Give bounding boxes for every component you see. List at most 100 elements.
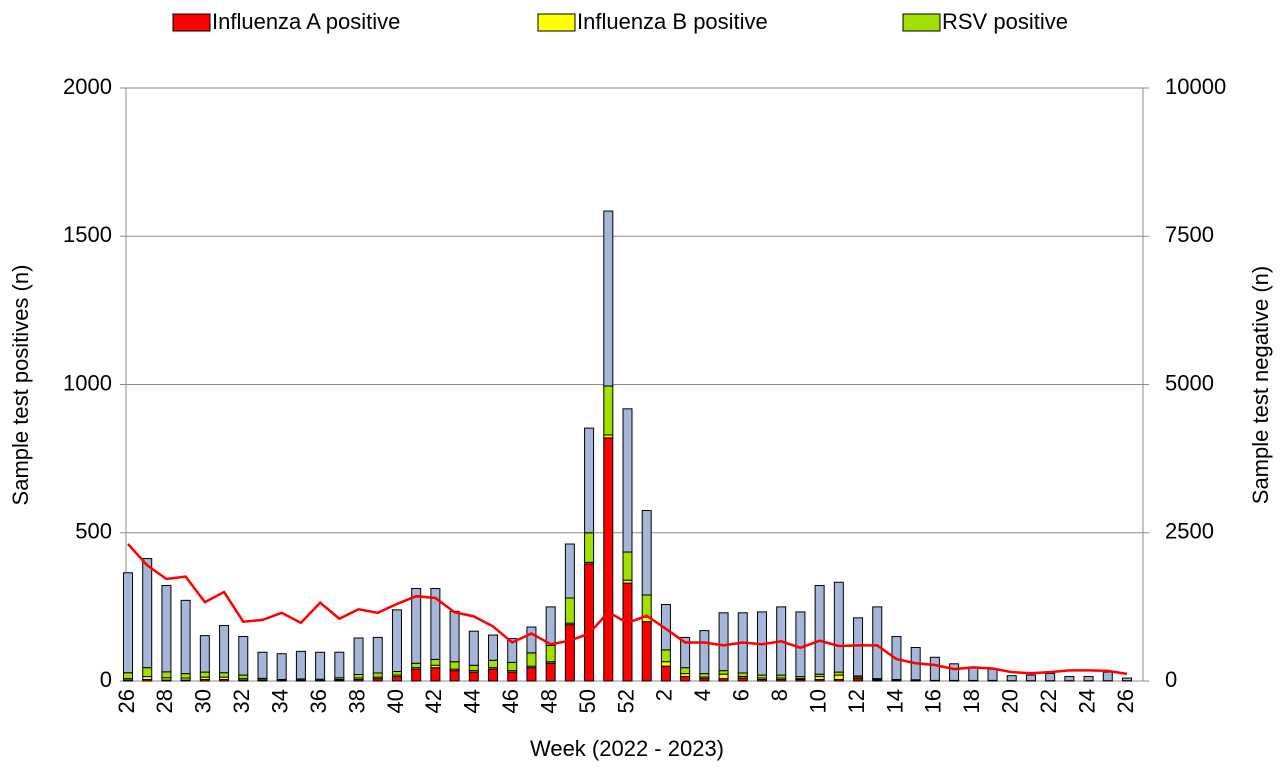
y2-tick-label: 5000	[1165, 370, 1214, 395]
x-tick-label: 6	[729, 689, 754, 701]
x-tick-label: 30	[191, 689, 216, 713]
bar-segment	[450, 662, 459, 669]
bar-segment	[623, 552, 632, 580]
bar-segment	[719, 613, 728, 671]
x-tick-label: 28	[152, 689, 177, 713]
y-tick-label: 500	[75, 519, 112, 544]
bar-segment	[930, 657, 939, 680]
bar-segment	[450, 611, 459, 661]
x-tick-label: 22	[1036, 689, 1061, 713]
legend-label: RSV positive	[942, 9, 1068, 34]
bar-segment	[642, 511, 651, 596]
bar-segment	[489, 660, 498, 667]
bar-segment	[354, 638, 363, 674]
legend-label: Influenza A positive	[212, 9, 400, 34]
y-tick-label: 2000	[63, 74, 112, 99]
x-tick-label: 12	[844, 689, 869, 713]
bar-segment	[354, 674, 363, 678]
bar-segment	[681, 668, 690, 674]
bar-segment	[412, 669, 421, 681]
bar-segment	[431, 668, 440, 681]
bar-segment	[1026, 675, 1035, 681]
y2-axis-title: Sample test negative (n)	[1248, 266, 1273, 504]
bar-segment	[834, 675, 843, 679]
bar-segment	[700, 674, 709, 678]
y-axis-title: Sample test positives (n)	[8, 265, 33, 506]
bar-segment	[469, 665, 478, 670]
bar-segment	[585, 564, 594, 681]
bar-segment	[412, 588, 421, 663]
bar-segment	[220, 673, 229, 677]
y2-tick-label: 10000	[1165, 74, 1226, 99]
x-tick-label: 50	[575, 689, 600, 713]
bar-segment	[988, 669, 997, 680]
bar-segment	[373, 673, 382, 677]
x-tick-label: 20	[998, 689, 1023, 713]
bar-segment	[642, 622, 651, 681]
x-tick-label: 24	[1074, 689, 1099, 713]
bar-segment	[162, 586, 171, 672]
legend-swatch	[173, 14, 210, 31]
x-tick-label: 2	[652, 689, 677, 701]
x-tick-label: 38	[344, 689, 369, 713]
bar-segment	[508, 662, 517, 670]
x-tick-label: 42	[421, 689, 446, 713]
x-tick-label: 34	[268, 689, 293, 713]
bar-segment	[450, 671, 459, 681]
bar-segment	[604, 386, 613, 435]
bar-segment	[719, 674, 728, 678]
bar-segment	[815, 586, 824, 675]
y2-tick-label: 7500	[1165, 222, 1214, 247]
bar-segment	[220, 626, 229, 673]
bar-segment	[565, 598, 574, 623]
bar-segment	[162, 672, 171, 678]
bar-segment	[124, 573, 133, 673]
x-axis-title: Week (2022 - 2023)	[530, 736, 724, 761]
y2-tick-label: 0	[1165, 667, 1177, 692]
bar-segment	[1084, 677, 1093, 681]
legend-swatch	[538, 14, 575, 31]
x-tick-label: 44	[460, 689, 485, 713]
y-tick-label: 1500	[63, 222, 112, 247]
bar-segment	[508, 672, 517, 681]
bar-segment	[181, 600, 190, 673]
bar-segment	[642, 595, 651, 617]
bar-segment	[239, 637, 248, 676]
bar-segment	[585, 533, 594, 563]
bar-segment	[546, 663, 555, 681]
bar-segment	[392, 677, 401, 681]
bar-segment	[700, 631, 709, 674]
bar-segment	[143, 559, 152, 668]
bar-segment	[834, 582, 843, 672]
bar-segment	[1046, 674, 1055, 681]
bar-segment	[469, 672, 478, 681]
bar-segment	[431, 659, 440, 665]
bar-segment	[489, 635, 498, 660]
y2-tick-label: 2500	[1165, 519, 1214, 544]
bar-segment	[681, 677, 690, 681]
bar-segment	[489, 669, 498, 681]
bar-segment	[565, 625, 574, 681]
bar-segment	[143, 668, 152, 677]
bar-segment	[469, 631, 478, 665]
bar-segment	[277, 654, 286, 680]
x-tick-label: 10	[805, 689, 830, 713]
x-tick-label: 18	[959, 689, 984, 713]
bar-segment	[296, 651, 305, 679]
x-tick-label: 40	[383, 689, 408, 713]
bar-segment	[392, 672, 401, 676]
bar-segment	[604, 211, 613, 386]
bar-segment	[719, 671, 728, 675]
bar-segment	[200, 672, 209, 677]
bar-segment	[546, 607, 555, 646]
x-tick-label: 26	[114, 689, 139, 713]
x-tick-label: 14	[882, 689, 907, 713]
bar-segment	[565, 544, 574, 598]
bar-segment	[623, 409, 632, 552]
bar-segment	[200, 636, 209, 672]
bar-segment	[124, 673, 133, 679]
x-tick-label: 32	[229, 689, 254, 713]
bar-segment	[335, 652, 344, 677]
bar-segment	[623, 583, 632, 681]
